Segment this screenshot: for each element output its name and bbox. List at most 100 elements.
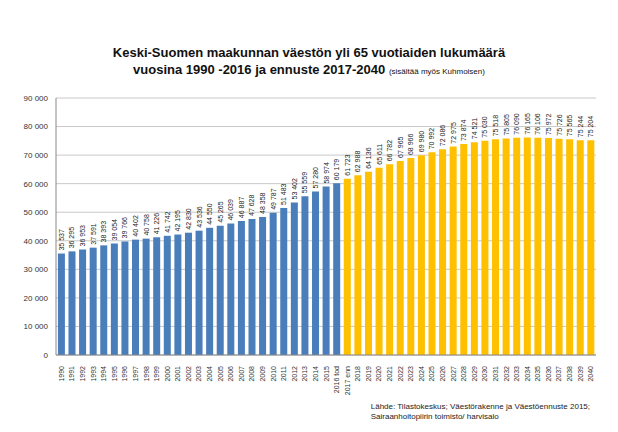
svg-text:2038: 2038 (566, 366, 573, 382)
svg-text:75 204: 75 204 (587, 116, 594, 138)
svg-text:53 402: 53 402 (291, 178, 298, 200)
svg-text:0: 0 (44, 351, 49, 360)
svg-text:40 000: 40 000 (24, 237, 49, 246)
svg-text:70 000: 70 000 (24, 151, 49, 160)
svg-text:1993: 1993 (90, 366, 97, 382)
svg-text:2035: 2035 (534, 366, 541, 382)
svg-text:40 758: 40 758 (143, 214, 150, 236)
svg-text:2024: 2024 (418, 366, 425, 382)
svg-text:2017 enn: 2017 enn (344, 366, 351, 395)
svg-text:30 000: 30 000 (24, 265, 49, 274)
svg-text:2000: 2000 (164, 366, 171, 382)
svg-text:2015: 2015 (323, 366, 330, 382)
svg-text:2007: 2007 (238, 366, 245, 382)
svg-text:2031: 2031 (492, 366, 499, 382)
svg-text:37 591: 37 591 (90, 223, 97, 245)
svg-text:51 483: 51 483 (280, 183, 287, 205)
svg-text:2032: 2032 (503, 366, 510, 382)
svg-text:2004: 2004 (206, 366, 213, 382)
svg-text:38 393: 38 393 (100, 221, 107, 243)
svg-text:40 402: 40 402 (132, 215, 139, 237)
svg-text:2018: 2018 (354, 366, 361, 382)
svg-text:43 536: 43 536 (196, 206, 203, 228)
svg-text:66 782: 66 782 (386, 140, 393, 162)
svg-text:2033: 2033 (513, 366, 520, 382)
svg-text:42 195: 42 195 (174, 210, 181, 232)
svg-text:76 090: 76 090 (513, 113, 520, 135)
svg-text:75 805: 75 805 (503, 114, 510, 136)
svg-text:2016 tod: 2016 tod (333, 366, 340, 393)
svg-text:2005: 2005 (217, 366, 224, 382)
svg-text:75 726: 75 726 (556, 114, 563, 136)
svg-text:2022: 2022 (397, 366, 404, 382)
svg-text:41 742: 41 742 (164, 211, 171, 233)
svg-text:2010: 2010 (270, 366, 277, 382)
svg-text:41 226: 41 226 (153, 213, 160, 235)
svg-text:2030: 2030 (481, 366, 488, 382)
svg-text:75 972: 75 972 (545, 114, 552, 136)
svg-text:2008: 2008 (248, 366, 255, 382)
svg-text:10 000: 10 000 (24, 322, 49, 331)
svg-text:44 550: 44 550 (206, 203, 213, 225)
svg-text:39 054: 39 054 (111, 219, 118, 241)
svg-text:42 830: 42 830 (185, 208, 192, 230)
svg-text:70 992: 70 992 (428, 128, 435, 150)
svg-text:60 179: 60 179 (333, 159, 340, 181)
svg-text:2009: 2009 (259, 366, 266, 382)
svg-text:76 106: 76 106 (534, 113, 541, 135)
svg-text:64 136: 64 136 (365, 147, 372, 169)
svg-text:2026: 2026 (439, 366, 446, 382)
svg-text:1995: 1995 (111, 366, 118, 382)
svg-text:2037: 2037 (555, 366, 562, 382)
svg-text:47 628: 47 628 (248, 194, 255, 216)
svg-text:62 988: 62 988 (354, 151, 361, 173)
svg-text:2028: 2028 (460, 366, 467, 382)
svg-text:1998: 1998 (143, 366, 150, 382)
svg-text:60 000: 60 000 (24, 180, 49, 189)
svg-text:49 787: 49 787 (270, 188, 277, 210)
svg-text:2021: 2021 (386, 366, 393, 382)
svg-text:65 611: 65 611 (376, 144, 383, 165)
svg-text:2029: 2029 (471, 366, 478, 382)
svg-text:2025: 2025 (428, 366, 435, 382)
svg-text:80 000: 80 000 (24, 122, 49, 131)
svg-text:35 537: 35 537 (58, 229, 65, 251)
svg-text:2013: 2013 (301, 366, 308, 382)
svg-text:2019: 2019 (365, 366, 372, 382)
svg-text:50 000: 50 000 (24, 208, 49, 217)
svg-text:67 965: 67 965 (397, 136, 404, 158)
svg-text:90 000: 90 000 (24, 94, 49, 103)
svg-text:36 953: 36 953 (79, 225, 86, 247)
svg-text:55 559: 55 559 (301, 172, 308, 194)
svg-text:2023: 2023 (407, 366, 414, 382)
svg-text:20 000: 20 000 (24, 294, 49, 303)
svg-text:1991: 1991 (68, 366, 75, 382)
svg-text:48 358: 48 358 (259, 192, 266, 214)
svg-text:2002: 2002 (185, 366, 192, 382)
svg-text:1992: 1992 (79, 366, 86, 382)
svg-text:2011: 2011 (280, 366, 287, 381)
svg-text:1996: 1996 (121, 366, 128, 382)
svg-text:2012: 2012 (291, 366, 298, 382)
svg-text:75 244: 75 244 (577, 116, 584, 138)
svg-text:2020: 2020 (375, 366, 382, 382)
svg-text:1990: 1990 (58, 366, 65, 382)
svg-text:46 039: 46 039 (227, 199, 234, 221)
svg-text:72 086: 72 086 (439, 125, 446, 147)
svg-text:2014: 2014 (312, 366, 319, 382)
svg-text:1997: 1997 (132, 366, 139, 382)
svg-text:69 980: 69 980 (418, 131, 425, 153)
svg-text:75 030: 75 030 (481, 116, 488, 138)
svg-text:1994: 1994 (100, 366, 107, 382)
svg-text:2003: 2003 (195, 366, 202, 382)
svg-text:73 874: 73 874 (460, 120, 467, 142)
svg-text:76 165: 76 165 (524, 113, 531, 135)
svg-text:2039: 2039 (577, 366, 584, 382)
svg-text:2034: 2034 (524, 366, 531, 382)
svg-text:46 887: 46 887 (238, 197, 245, 219)
svg-text:45 265: 45 265 (217, 201, 224, 223)
svg-text:75 518: 75 518 (492, 115, 499, 137)
svg-text:75 565: 75 565 (566, 115, 573, 137)
svg-text:39 766: 39 766 (121, 217, 128, 239)
svg-text:36 295: 36 295 (68, 227, 75, 249)
